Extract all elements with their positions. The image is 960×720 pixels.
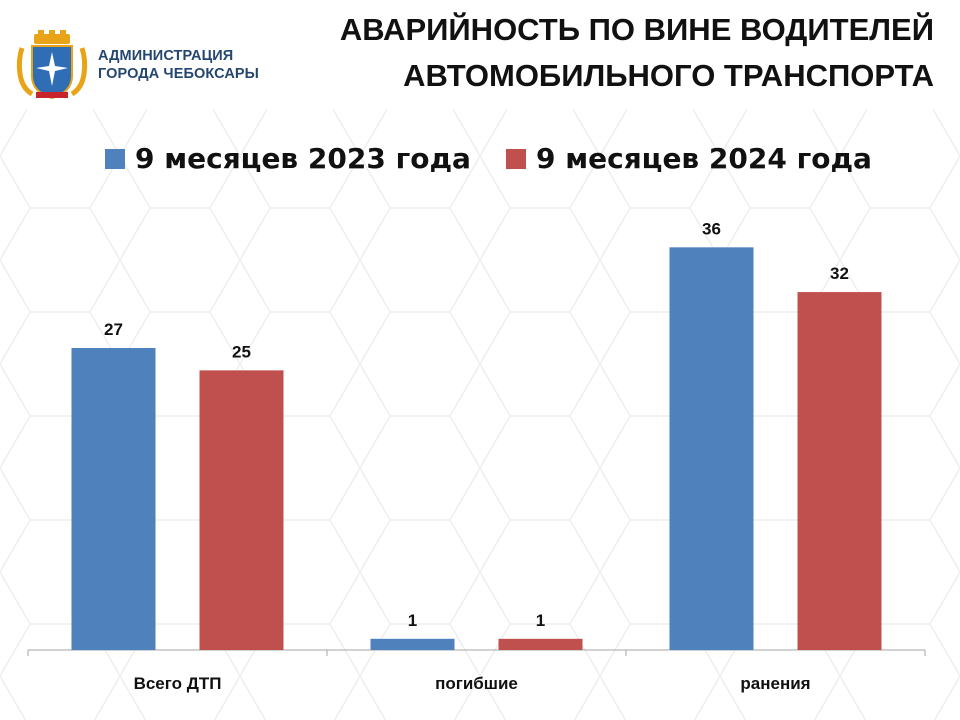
bar-2024-1	[498, 638, 583, 650]
bar-2023-2	[669, 247, 754, 651]
slide-title-line-1: АВАРИЙНОСТЬ ПО ВИНЕ ВОДИТЕЛЕЙ	[339, 12, 934, 47]
category-label: ранения	[740, 674, 810, 693]
category-label: Всего ДТП	[134, 674, 222, 693]
data-label: 36	[702, 219, 721, 238]
data-label: 27	[104, 320, 123, 339]
org-name-line-2: ГОРОДА ЧЕБОКСАРЫ	[98, 66, 259, 82]
bar-2024-0	[199, 370, 284, 650]
coat-of-arms-logo	[16, 30, 88, 100]
data-label: 1	[536, 611, 545, 630]
slide-title-line-2: АВТОМОБИЛЬНОГО ТРАНСПОРТА	[403, 58, 934, 93]
bar-2023-0	[71, 348, 156, 650]
legend-swatch-2024	[506, 148, 526, 169]
legend-item-2024: 9 месяцев 2024 года	[506, 142, 872, 175]
bar-2023-1	[370, 638, 455, 650]
category-label: погибшие	[435, 674, 518, 693]
org-name-line-1: АДМИНИСТРАЦИЯ	[98, 48, 234, 64]
legend-label-2024: 9 месяцев 2024 года	[536, 142, 872, 175]
bar-2024-2	[797, 292, 882, 650]
data-label: 25	[232, 342, 251, 361]
legend-swatch-2023	[105, 148, 125, 169]
data-label: 1	[408, 611, 417, 630]
crown-icon	[34, 30, 70, 44]
legend-label-2023: 9 месяцев 2023 года	[135, 142, 471, 175]
data-label: 32	[830, 264, 849, 283]
legend-item-2023: 9 месяцев 2023 года	[105, 142, 471, 175]
chart-legend: 9 месяцев 2023 года 9 месяцев 2024 года	[0, 142, 960, 182]
